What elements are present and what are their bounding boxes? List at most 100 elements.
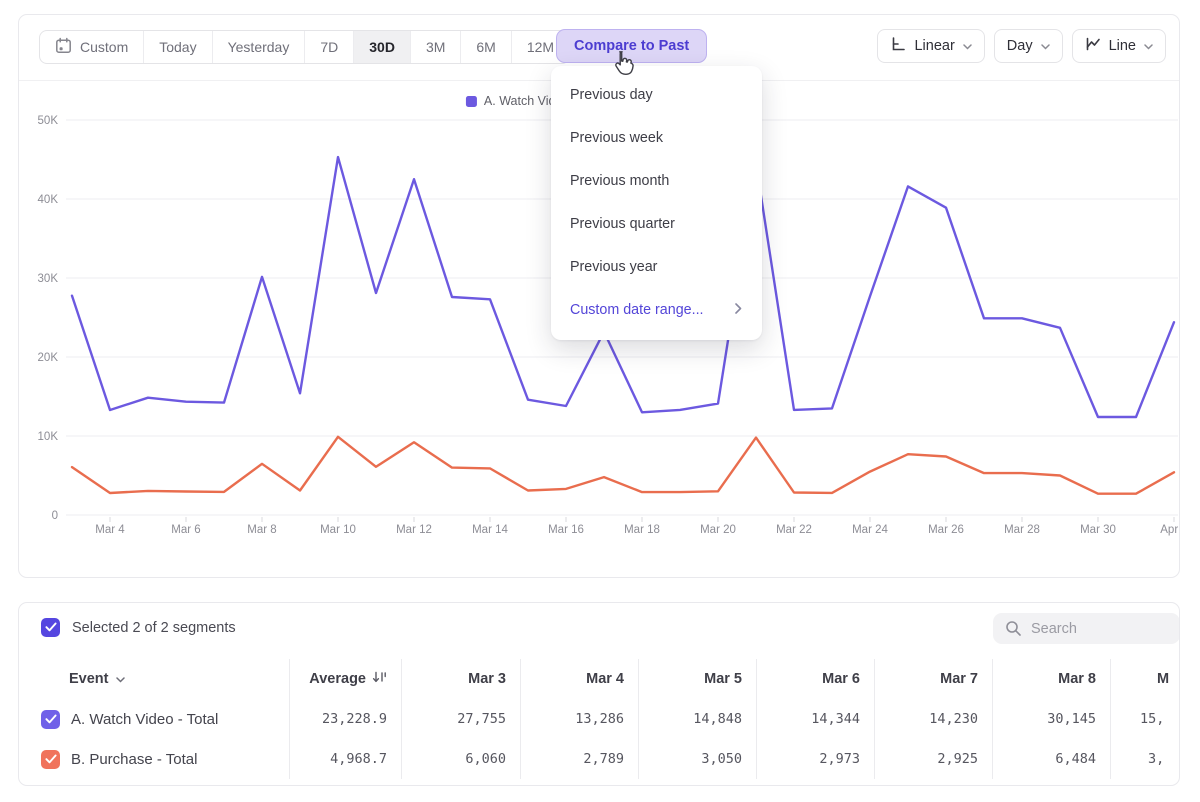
segment-label: A. Watch Video - Total	[71, 711, 218, 728]
svg-text:30K: 30K	[38, 273, 59, 285]
svg-text:Mar 6: Mar 6	[171, 524, 200, 536]
svg-text:Mar 10: Mar 10	[320, 524, 356, 536]
svg-text:Mar 12: Mar 12	[396, 524, 432, 536]
table-cell-value: 2,789	[520, 739, 638, 779]
table-cell-value: 13,286	[520, 699, 638, 739]
column-header-label: Average	[309, 671, 366, 687]
chevron-right-icon	[735, 302, 742, 318]
range-label: Today	[159, 39, 196, 55]
svg-text:Mar 28: Mar 28	[1004, 524, 1040, 536]
table-cell-value: 3,	[1148, 751, 1164, 767]
svg-text:Mar 8: Mar 8	[247, 524, 276, 536]
interval-button[interactable]: Day	[994, 29, 1063, 63]
calendar-icon	[55, 37, 72, 57]
check-icon	[45, 711, 57, 728]
table-cell-clipped: 3,	[1110, 739, 1180, 779]
svg-text:Mar 24: Mar 24	[852, 524, 888, 536]
column-header-mar-6[interactable]: Mar 6	[756, 659, 874, 699]
table-cell-value: 27,755	[401, 699, 520, 739]
column-header-clipped: M	[1110, 659, 1180, 699]
column-header-label: M	[1157, 671, 1169, 687]
range-label: 30D	[369, 39, 395, 55]
range-3m[interactable]: 3M	[410, 31, 460, 63]
interval-label: Day	[1007, 38, 1033, 54]
range-label: 7D	[320, 39, 338, 55]
column-header-mar-4[interactable]: Mar 4	[520, 659, 638, 699]
selection-summary-row: Selected 2 of 2 segments	[41, 618, 236, 637]
svg-text:Mar 16: Mar 16	[548, 524, 584, 536]
range-30d[interactable]: 30D	[353, 31, 410, 63]
segments-table: Event Average Mar 3Mar 4Mar 5Mar 6Mar 7Mar…	[19, 659, 1180, 779]
table-cell-clipped: 15,	[1110, 699, 1180, 739]
legend-swatch	[466, 96, 477, 107]
range-label: 6M	[476, 39, 495, 55]
menu-item-previous-quarter[interactable]: Previous quarter	[551, 202, 762, 245]
svg-text:Mar 30: Mar 30	[1080, 524, 1116, 536]
range-label: Custom	[80, 39, 128, 55]
range-7d[interactable]: 7D	[304, 31, 353, 63]
y-scale-label: Linear	[914, 38, 954, 54]
svg-text:Mar 18: Mar 18	[624, 524, 660, 536]
range-label: 12M	[527, 39, 554, 55]
table-cell-value: 3,050	[638, 739, 756, 779]
svg-text:40K: 40K	[38, 194, 59, 206]
range-yesterday[interactable]: Yesterday	[212, 31, 305, 63]
table-cell-value: 15,	[1140, 711, 1164, 727]
segments-panel: Selected 2 of 2 segments Event Average Mar…	[18, 602, 1180, 786]
range-label: 3M	[426, 39, 445, 55]
chart-type-label: Line	[1109, 38, 1136, 54]
column-header-mar-7[interactable]: Mar 7	[874, 659, 992, 699]
sort-descending-icon	[372, 670, 387, 688]
chevron-down-icon	[1041, 38, 1050, 54]
table-row-label-cell: B. Purchase - Total	[19, 739, 289, 779]
chevron-down-icon	[1144, 38, 1153, 54]
search-box	[993, 613, 1180, 644]
range-label: Yesterday	[228, 39, 290, 55]
svg-text:Mar 14: Mar 14	[472, 524, 508, 536]
column-header-mar-8[interactable]: Mar 8	[992, 659, 1110, 699]
table-cell-value: 2,925	[874, 739, 992, 779]
chart-display-controls: Linear Day Line	[877, 29, 1166, 63]
menu-item-previous-day[interactable]: Previous day	[551, 73, 762, 116]
selection-summary: Selected 2 of 2 segments	[72, 620, 236, 636]
svg-text:50K: 50K	[38, 115, 59, 127]
compare-to-past-menu: Previous dayPrevious weekPrevious monthP…	[551, 66, 762, 340]
svg-text:20K: 20K	[38, 352, 59, 364]
menu-item-label: Custom date range...	[570, 302, 704, 318]
menu-item-previous-month[interactable]: Previous month	[551, 159, 762, 202]
range-custom[interactable]: Custom	[40, 31, 143, 63]
svg-text:Mar 20: Mar 20	[700, 524, 736, 536]
column-header-mar-5[interactable]: Mar 5	[638, 659, 756, 699]
column-header-mar-3[interactable]: Mar 3	[401, 659, 520, 699]
check-icon	[45, 619, 57, 637]
range-today[interactable]: Today	[143, 31, 211, 63]
select-all-checkbox[interactable]	[41, 618, 60, 637]
menu-item-custom-date-range[interactable]: Custom date range...	[551, 288, 762, 331]
check-icon	[45, 751, 57, 768]
column-header-average[interactable]: Average	[289, 659, 401, 699]
line-chart-icon	[1085, 36, 1101, 56]
table-cell-value: 23,228.9	[289, 699, 401, 739]
table-cell-value: 6,060	[401, 739, 520, 779]
table-cell-value: 30,145	[992, 699, 1110, 739]
menu-item-previous-week[interactable]: Previous week	[551, 116, 762, 159]
date-range-selector: Custom Today Yesterday 7D 30D 3M 6M 12M	[39, 30, 570, 64]
segment-label: B. Purchase - Total	[71, 751, 197, 768]
column-header-label: Event	[69, 671, 109, 687]
chevron-down-icon	[116, 671, 125, 687]
table-cell-value: 6,484	[992, 739, 1110, 779]
chevron-down-icon	[963, 38, 972, 54]
chart-type-button[interactable]: Line	[1072, 29, 1166, 63]
svg-text:Apr 1: Apr 1	[1160, 524, 1179, 536]
menu-item-previous-year[interactable]: Previous year	[551, 245, 762, 288]
compare-to-past-button[interactable]: Compare to Past	[556, 29, 707, 63]
table-cell-value: 14,848	[638, 699, 756, 739]
table-cell-value: 2,973	[756, 739, 874, 779]
segment-checkbox[interactable]	[41, 710, 60, 729]
y-scale-button[interactable]: Linear	[877, 29, 984, 63]
table-row-label-cell: A. Watch Video - Total	[19, 699, 289, 739]
range-6m[interactable]: 6M	[460, 31, 510, 63]
svg-text:0: 0	[52, 510, 58, 522]
column-header-event[interactable]: Event	[19, 659, 289, 699]
segment-checkbox[interactable]	[41, 750, 60, 769]
